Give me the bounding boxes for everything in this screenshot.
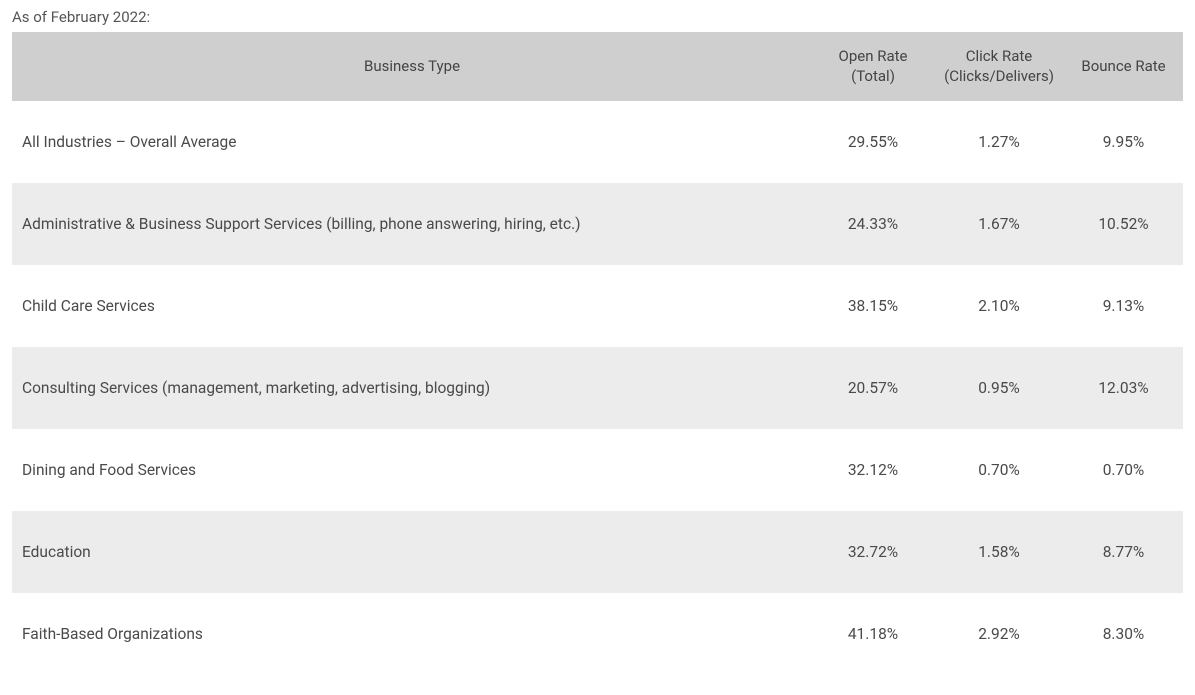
col-header-open-rate: Open Rate (Total) (812, 32, 934, 101)
table-row: All Industries – Overall Average29.55%1.… (12, 101, 1183, 183)
table-container: As of February 2022: Business Type Open … (0, 0, 1195, 695)
cell-bounce-rate: 8.30% (1064, 593, 1183, 675)
col-header-business-type: Business Type (12, 32, 812, 101)
cell-bounce-rate: 9.95% (1064, 101, 1183, 183)
table-header-row: Business Type Open Rate (Total) Click Ra… (12, 32, 1183, 101)
col-header-label: Click Rate (966, 47, 1033, 65)
cell-business-type: Faith-Based Organizations (12, 593, 812, 675)
cell-business-type: Child Care Services (12, 265, 812, 347)
cell-business-type: Education (12, 511, 812, 593)
cell-bounce-rate: 12.03% (1064, 347, 1183, 429)
cell-open-rate: 32.12% (812, 429, 934, 511)
cell-bounce-rate: 9.13% (1064, 265, 1183, 347)
cell-click-rate: 1.67% (934, 183, 1064, 265)
col-header-label: Bounce Rate (1081, 57, 1165, 75)
table-row: Education32.72%1.58%8.77% (12, 511, 1183, 593)
table-row: Administrative & Business Support Servic… (12, 183, 1183, 265)
table-body: All Industries – Overall Average29.55%1.… (12, 101, 1183, 675)
table-row: Faith-Based Organizations41.18%2.92%8.30… (12, 593, 1183, 675)
cell-click-rate: 1.27% (934, 101, 1064, 183)
cell-business-type: Dining and Food Services (12, 429, 812, 511)
col-header-click-rate: Click Rate (Clicks/Delivers) (934, 32, 1064, 101)
cell-click-rate: 2.92% (934, 593, 1064, 675)
cell-click-rate: 2.10% (934, 265, 1064, 347)
table-row: Child Care Services38.15%2.10%9.13% (12, 265, 1183, 347)
cell-business-type: All Industries – Overall Average (12, 101, 812, 183)
cell-business-type: Administrative & Business Support Servic… (12, 183, 812, 265)
cell-business-type: Consulting Services (management, marketi… (12, 347, 812, 429)
cell-open-rate: 24.33% (812, 183, 934, 265)
cell-open-rate: 41.18% (812, 593, 934, 675)
col-header-label: Open Rate (839, 47, 908, 65)
table-row: Consulting Services (management, marketi… (12, 347, 1183, 429)
cell-click-rate: 0.95% (934, 347, 1064, 429)
industry-rates-table: Business Type Open Rate (Total) Click Ra… (12, 32, 1183, 675)
cell-bounce-rate: 0.70% (1064, 429, 1183, 511)
col-header-sublabel: (Clicks/Delivers) (944, 67, 1054, 85)
col-header-bounce-rate: Bounce Rate (1064, 32, 1183, 101)
cell-click-rate: 1.58% (934, 511, 1064, 593)
cell-open-rate: 20.57% (812, 347, 934, 429)
table-row: Dining and Food Services32.12%0.70%0.70% (12, 429, 1183, 511)
table-caption: As of February 2022: (12, 8, 1183, 26)
col-header-label: Business Type (364, 57, 460, 75)
col-header-sublabel: (Total) (851, 67, 895, 85)
cell-open-rate: 32.72% (812, 511, 934, 593)
cell-bounce-rate: 10.52% (1064, 183, 1183, 265)
cell-open-rate: 38.15% (812, 265, 934, 347)
cell-click-rate: 0.70% (934, 429, 1064, 511)
cell-open-rate: 29.55% (812, 101, 934, 183)
table-header: Business Type Open Rate (Total) Click Ra… (12, 32, 1183, 101)
cell-bounce-rate: 8.77% (1064, 511, 1183, 593)
